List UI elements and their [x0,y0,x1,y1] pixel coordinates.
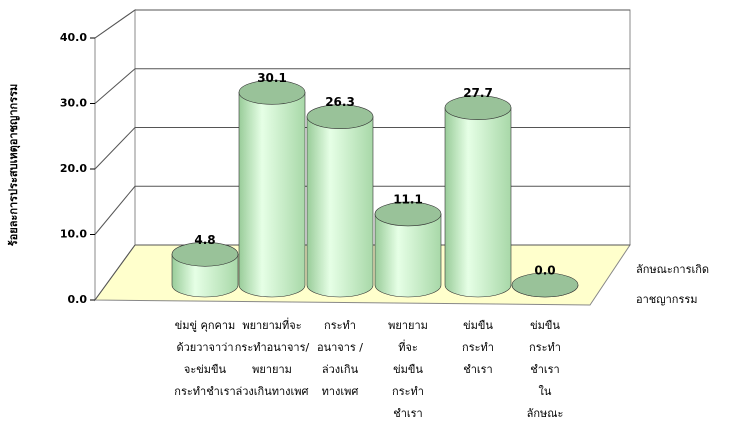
grid-line [94,244,136,301]
depth-axis-label: ลักษณะการเกิด [636,263,709,276]
y-axis-label: ร้อยละการประสบเหตุอาชญากรรม [7,84,21,247]
x-tick-label: ล่วงเกิน [322,363,359,376]
y-tick-label: 0.0 [68,293,88,306]
x-tick-label: ลักษณะ [527,407,564,420]
x-tick-label: กระทำอนาจาร/ [235,341,310,354]
x-tick-label: ใน [539,385,552,398]
x-tick-label: ข่มขู่ คุกคาม [175,319,236,332]
x-tick-label: กระทำชำเรา [174,385,235,398]
x-tick-label: ทางเพศ [322,385,359,398]
grid-line [94,9,136,39]
x-tick-label: กระทำ [462,341,494,354]
depth-axis-label: อาชญากรรม [636,293,698,306]
value-label: 27.7 [463,86,493,100]
cylinder [306,116,374,298]
value-label: 26.3 [325,95,355,109]
x-tick-label: กระทำ [324,319,356,332]
cylinder-top [238,80,306,105]
x-tick-label: ข่มขืน [530,319,560,332]
x-tick-label: ชำเรา [530,363,560,376]
value-label: 4.8 [194,233,215,247]
cylinder-top [444,95,512,121]
y-tick-label: 10.0 [60,228,87,241]
x-tick-label: กระทำ [529,341,561,354]
y-tick-label: 40.0 [60,31,87,44]
x-tick-label: ด้วยวาจาว่า [176,341,233,354]
cylinder [374,213,442,298]
value-label: 11.1 [393,192,423,206]
x-tick-label: ชำเรา [463,363,493,376]
cylinder-top [511,272,579,298]
x-tick-label: กระทำ [392,385,424,398]
x-tick-label: จะข่มขืน [184,363,227,376]
x-tick-label: ที่จะ [398,339,418,354]
cylinder-top [374,201,442,227]
x-tick-label: พยายาม [388,319,428,332]
y-tick-label: 20.0 [60,162,87,175]
cylinder [238,92,306,298]
x-tick-label: ข่มขืน [463,319,493,332]
x-tick-label: อนาจาร / [317,341,363,354]
x-tick-label: พยายามที่จะ [242,317,301,332]
cylinder [444,107,512,298]
x-tick-label: พยายาม [252,363,292,376]
cylinder-top [306,104,374,129]
grid-line [94,127,136,170]
value-label: 0.0 [534,264,555,278]
value-label: 30.1 [257,71,287,85]
x-tick-label: ชำเรา [393,407,423,420]
x-tick-label: ข่มขืน [393,363,423,376]
grid-line [94,185,136,235]
cylinder-top [171,241,239,267]
y-tick-label: 30.0 [60,97,87,110]
grid-line [94,68,136,104]
x-tick-label: ล่วงเกินทางเพศ [235,385,308,398]
